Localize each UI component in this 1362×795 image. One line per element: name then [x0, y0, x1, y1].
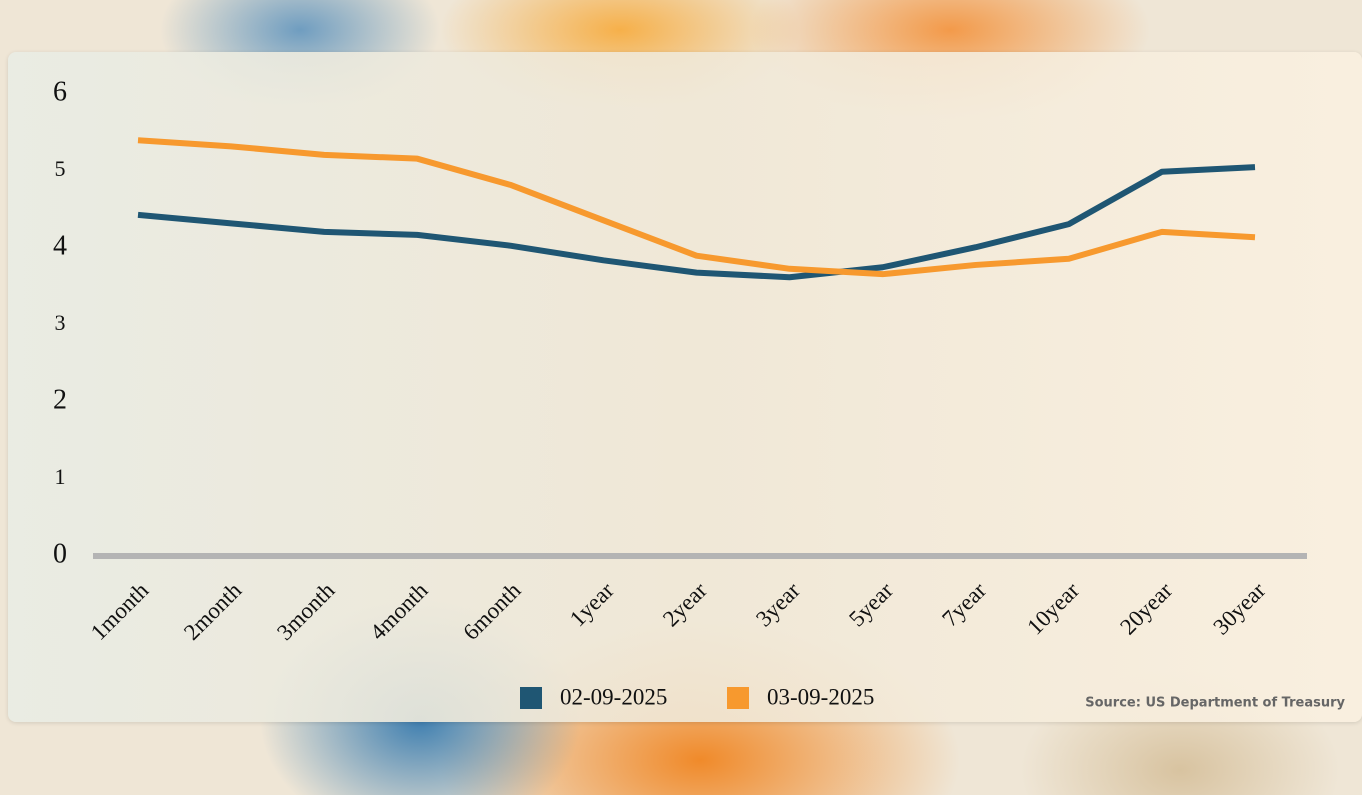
- legend-swatch: [727, 687, 749, 709]
- x-tick-label: 2year: [658, 577, 712, 631]
- y-tick-label: 3: [55, 310, 66, 335]
- legend-label: 03-09-2025: [767, 684, 874, 709]
- x-tick-label: 10year: [1022, 577, 1084, 639]
- y-tick-label: 2: [53, 384, 67, 415]
- x-tick-label: 2month: [179, 577, 247, 645]
- y-tick-label: 5: [55, 156, 66, 181]
- legend-label: 02-09-2025: [560, 684, 667, 709]
- x-tick-label: 3month: [272, 577, 340, 645]
- x-tick-label: 7year: [937, 577, 991, 631]
- y-tick-label: 0: [53, 538, 67, 569]
- source-note: Source: US Department of Treasury: [1085, 696, 1345, 711]
- series-line: [137, 164, 1256, 281]
- x-tick-label: 5year: [844, 577, 898, 631]
- y-tick-label: 4: [53, 230, 67, 261]
- x-tick-label: 4month: [365, 577, 433, 645]
- y-tick-label: 6: [53, 76, 67, 107]
- chart-card: [8, 52, 1362, 722]
- x-tick-label: 1month: [86, 577, 154, 645]
- legend-swatch: [520, 687, 542, 709]
- series-line: [137, 137, 1256, 278]
- x-tick-label: 3year: [751, 577, 805, 631]
- x-tick-label: 6month: [458, 577, 526, 645]
- x-tick-label: 30year: [1208, 577, 1270, 639]
- x-tick-label: 1year: [565, 577, 619, 631]
- x-tick-label: 20year: [1115, 577, 1177, 639]
- y-tick-label: 1: [55, 464, 66, 489]
